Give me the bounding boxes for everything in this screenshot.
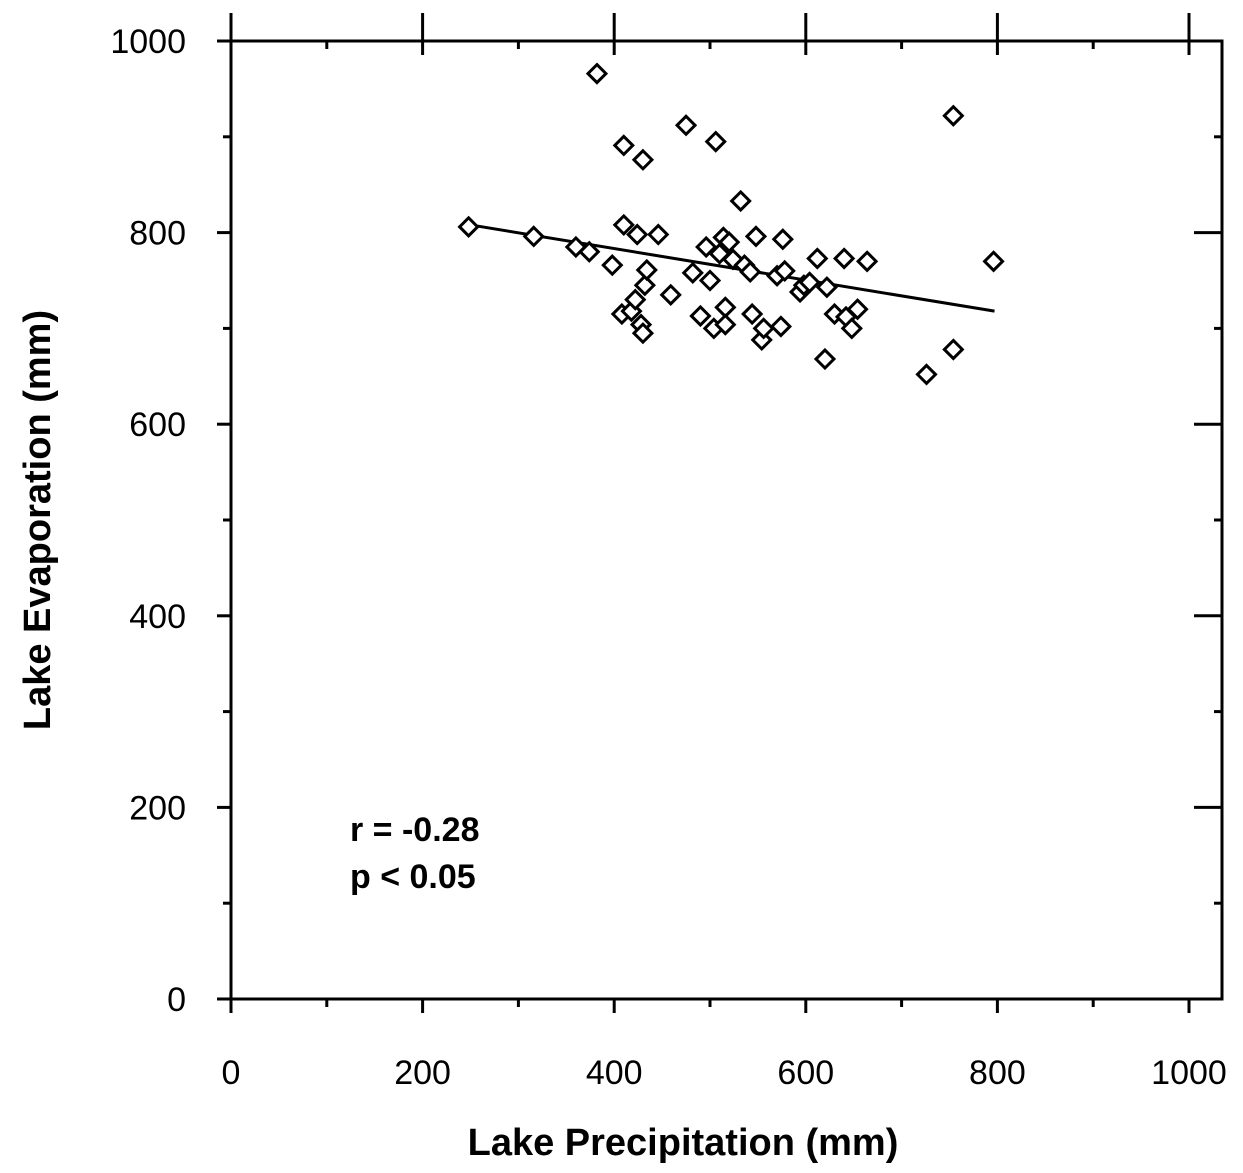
diamond-marker [915, 363, 938, 386]
x-tick-label: 1000 [1151, 1054, 1227, 1092]
diamond-marker [798, 271, 821, 294]
diamond-marker [689, 304, 712, 328]
x-axis-title: Lake Precipitation (mm) [468, 1122, 899, 1164]
diamond-marker [631, 322, 655, 345]
diamond-marker [674, 114, 698, 137]
diamond-marker [806, 247, 829, 270]
y-tick-label: 800 [129, 215, 186, 253]
diamond-marker [585, 62, 609, 85]
diamond-marker [714, 313, 737, 336]
diamond-marker [813, 347, 837, 371]
diamond-marker [769, 315, 793, 338]
diamond-marker [612, 213, 635, 237]
diamond-marker [647, 223, 670, 246]
p-value-annotation: p < 0.05 [350, 858, 476, 896]
diamond-marker [815, 276, 838, 299]
y-tick-labels: 0 200 400 600 800 1000 [110, 23, 186, 1019]
y-tick-label: 600 [129, 406, 186, 444]
diamond-marker [942, 338, 965, 361]
diamond-marker [739, 260, 762, 283]
diamond-marker [698, 269, 722, 292]
y-axis-title: Lake Evaporation (mm) [17, 310, 59, 730]
diamond-marker [741, 302, 764, 326]
diamond-marker [633, 274, 656, 297]
x-tick-label: 200 [394, 1054, 451, 1092]
y-tick-label: 0 [167, 981, 186, 1019]
diamond-marker [626, 223, 649, 246]
y-tick-label: 1000 [110, 23, 186, 61]
diamond-marker [942, 104, 965, 127]
correlation-annotation: r = -0.28 [350, 811, 479, 849]
diamond-marker [578, 240, 601, 263]
diamond-marker [982, 250, 1005, 273]
diamond-marker [681, 261, 704, 284]
y-tick-label: 200 [129, 789, 186, 827]
axis-ticks [217, 13, 1222, 1013]
diamond-marker [846, 298, 869, 321]
diamond-marker [744, 225, 768, 248]
plot-frame [229, 39, 1224, 1001]
diamond-marker [729, 189, 752, 213]
diamond-marker [718, 231, 741, 254]
data-points [457, 62, 1005, 386]
diamond-marker [457, 215, 480, 238]
diamond-marker [659, 283, 682, 306]
x-tick-labels: 0 200 400 600 800 1000 [222, 1054, 1227, 1092]
diamond-marker [612, 134, 635, 157]
diamond-marker [704, 130, 727, 153]
diamond-marker [771, 228, 794, 251]
diamond-marker [773, 259, 796, 283]
diamond-marker [522, 225, 545, 248]
diamond-marker [840, 317, 863, 340]
x-tick-label: 0 [222, 1054, 241, 1092]
diamond-marker [855, 250, 879, 273]
y-tick-label: 400 [129, 598, 186, 636]
x-tick-label: 800 [969, 1054, 1026, 1092]
diamond-marker [832, 247, 856, 270]
diamond-marker [631, 148, 655, 171]
diamond-marker [624, 288, 647, 311]
x-tick-label: 600 [777, 1054, 834, 1092]
x-tick-label: 400 [586, 1054, 643, 1092]
diamond-marker [635, 258, 658, 282]
diamond-marker [601, 254, 624, 277]
diamond-marker [752, 317, 775, 340]
